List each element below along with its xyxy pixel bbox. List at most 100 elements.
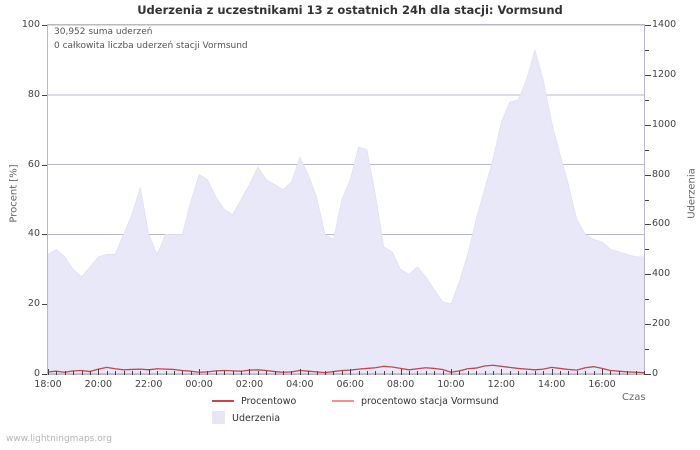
x-axis-minor-tick-mark: [316, 371, 318, 375]
x-axis-tick-label: 12:00: [487, 379, 515, 390]
legend-label: Uderzenia: [232, 413, 281, 424]
plot-area: [47, 24, 645, 375]
y-axis-right-tick-label: 1000: [652, 118, 677, 130]
x-axis-minor-tick-mark: [308, 371, 310, 375]
y-axis-right-tick-mark: [645, 25, 651, 26]
y-axis-right-minor-tick-mark: [645, 149, 649, 151]
x-axis-tick-mark: [199, 369, 201, 375]
x-axis-minor-tick-mark: [492, 371, 494, 375]
y-axis-left-tick-label: 40: [27, 228, 40, 240]
x-axis-minor-tick-mark: [283, 371, 285, 375]
x-axis-tick-mark: [501, 369, 503, 375]
legend-item-procentowo-stacja-line[interactable]: procentowo stacja Vormsund: [332, 396, 499, 407]
x-axis-minor-tick-mark: [173, 371, 175, 375]
x-axis-minor-tick-mark: [442, 371, 444, 375]
y-axis-right-minor-tick-mark: [645, 49, 649, 51]
y-axis-left-tick-label: 60: [27, 158, 40, 170]
y-axis-left-tick-label: 20: [27, 298, 40, 310]
y-axis-left-tick-mark: [42, 304, 47, 306]
legend-label: Procentowo: [241, 396, 297, 407]
x-axis-minor-tick-mark: [375, 371, 377, 375]
y-axis-right-tick-mark: [645, 124, 651, 126]
x-axis-minor-tick-mark: [131, 371, 133, 375]
x-axis-minor-tick-mark: [627, 371, 629, 375]
annotation-total-strikes: 30,952 suma uderzeń: [54, 27, 153, 37]
x-axis-minor-tick-mark: [140, 371, 142, 375]
x-axis-minor-tick-mark: [81, 371, 83, 375]
x-axis-minor-tick-mark: [618, 371, 620, 375]
y-axis-right-minor-tick-mark: [645, 99, 649, 101]
y-axis-right-minor-tick-mark: [645, 299, 649, 301]
area-series-uderzenia: [48, 48, 644, 374]
x-axis-tick-mark: [400, 369, 402, 375]
x-axis-minor-tick-mark: [190, 371, 192, 375]
x-axis-minor-tick-mark: [534, 371, 536, 375]
x-axis-minor-tick-mark: [635, 371, 637, 375]
x-axis-minor-tick-mark: [115, 371, 117, 375]
y-axis-right-tick-label: 400: [652, 268, 671, 280]
footer-watermark: www.lightningmaps.org: [6, 434, 112, 444]
x-axis-minor-tick-mark: [518, 371, 520, 375]
x-axis-minor-tick-mark: [644, 371, 645, 375]
x-axis-minor-tick-mark: [585, 371, 587, 375]
x-axis-minor-tick-mark: [266, 371, 268, 375]
x-axis-minor-tick-mark: [383, 371, 385, 375]
x-axis-tick-mark: [249, 369, 251, 375]
x-axis-minor-tick-mark: [459, 371, 461, 375]
y-axis-right-tick-mark: [645, 374, 651, 375]
x-axis-minor-tick-mark: [467, 371, 469, 375]
x-axis-minor-tick-mark: [526, 371, 528, 375]
x-axis-tick-mark: [148, 369, 150, 375]
y-axis-right-minor-tick-mark: [645, 249, 649, 251]
y-axis-right-tick-mark: [645, 174, 651, 176]
x-axis-tick-label: 06:00: [336, 379, 364, 390]
x-axis-tick-mark: [551, 369, 553, 375]
legend-swatch-icon: [212, 399, 234, 402]
x-axis-minor-tick-mark: [560, 371, 562, 375]
x-axis-minor-tick-mark: [123, 371, 125, 375]
legend-label: procentowo stacja Vormsund: [361, 396, 499, 407]
x-axis-minor-tick-mark: [610, 371, 612, 375]
x-axis-minor-tick-mark: [484, 371, 486, 375]
x-axis-minor-tick-mark: [56, 371, 58, 375]
x-axis-minor-tick-mark: [73, 371, 75, 375]
y-axis-right-tick-label: 200: [652, 318, 671, 330]
x-axis-minor-tick-mark: [392, 371, 394, 375]
x-axis-minor-tick-mark: [543, 371, 545, 375]
x-axis-tick-mark: [299, 369, 301, 375]
x-axis-tick-label: 20:00: [84, 379, 113, 390]
x-axis-minor-tick-mark: [408, 371, 410, 375]
x-axis-label: Czas: [622, 392, 646, 403]
y-axis-left-tick-mark: [42, 25, 47, 26]
x-axis-minor-tick-mark: [417, 371, 419, 375]
y-axis-right-tick-label: 600: [652, 218, 671, 230]
y-axis-right-tick-label: 0: [652, 368, 659, 379]
x-axis-tick-mark: [350, 369, 352, 375]
legend-item-uderzenia-area[interactable]: Uderzenia: [212, 411, 281, 425]
y-axis-right-minor-tick-mark: [645, 349, 649, 351]
legend-swatch-icon: [212, 411, 225, 424]
y-axis-right-tick-label: 1400: [652, 19, 677, 30]
plot-svg: [48, 25, 644, 374]
x-axis-minor-tick-mark: [568, 371, 570, 375]
x-axis-tick-label: 16:00: [588, 379, 616, 390]
x-axis-minor-tick-mark: [215, 371, 217, 375]
y-axis-right-minor-tick-mark: [645, 199, 649, 201]
x-axis-minor-tick-mark: [366, 371, 368, 375]
x-axis-minor-tick-mark: [274, 371, 276, 375]
x-axis-tick-label: 10:00: [437, 379, 465, 390]
y-axis-left-tick-mark: [42, 94, 47, 96]
y-axis-right-tick-mark: [645, 274, 651, 276]
x-axis-tick-label: 00:00: [185, 379, 213, 390]
x-axis-tick-mark: [450, 369, 452, 375]
x-axis-minor-tick-mark: [241, 371, 243, 375]
legend-item-procentowo-line[interactable]: Procentowo: [212, 396, 296, 407]
x-axis-tick-label: 22:00: [135, 379, 163, 390]
x-axis-tick-label: 14:00: [537, 379, 566, 390]
x-axis-minor-tick-mark: [64, 371, 66, 375]
x-axis-minor-tick-mark: [476, 371, 478, 375]
x-axis-minor-tick-mark: [157, 371, 159, 375]
x-axis-tick-label: 04:00: [286, 379, 314, 390]
x-axis-minor-tick-mark: [593, 371, 595, 375]
